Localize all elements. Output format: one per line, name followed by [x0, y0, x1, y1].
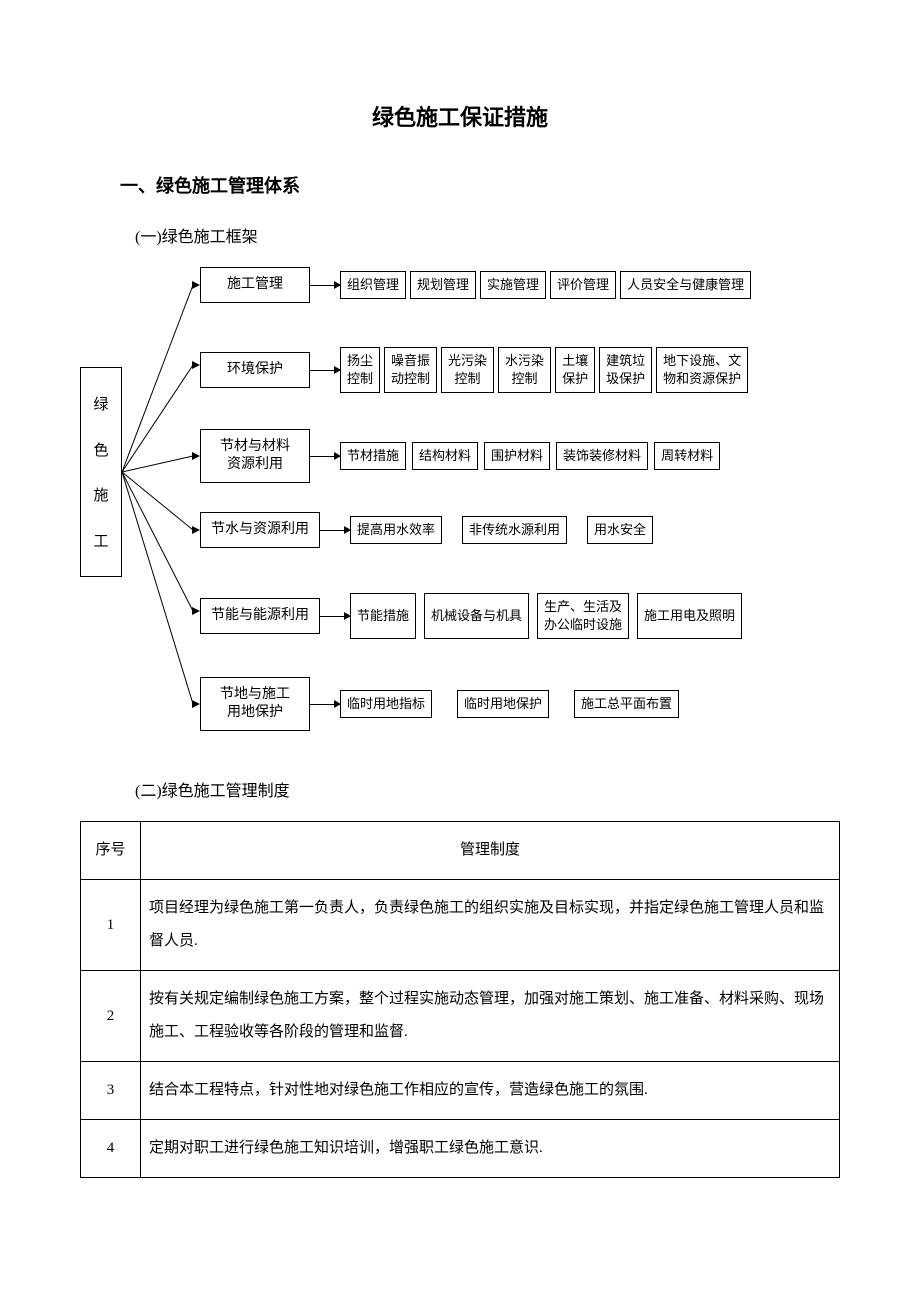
detail-row: 组织管理规划管理实施管理评价管理人员安全与健康管理 [340, 271, 751, 299]
table-row: 3结合本工程特点，针对性地对绿色施工作相应的宣传，营造绿色施工的氛围. [81, 1062, 840, 1120]
table-row: 1项目经理为绿色施工第一负责人，负责绿色施工的组织实施及目标实现，并指定绿色施工… [81, 880, 840, 971]
detail-node: 装饰装修材料 [556, 442, 648, 470]
flow-row: 节能与能源利用节能措施机械设备与机具生产、生活及办公临时设施施工用电及照明 [200, 593, 742, 639]
detail-node: 机械设备与机具 [424, 593, 529, 639]
category-node: 节水与资源利用 [200, 512, 320, 548]
detail-node: 水污染控制 [498, 347, 551, 393]
document-title: 绿色施工保证措施 [80, 100, 840, 132]
flow-row: 施工管理 组织管理规划管理实施管理评价管理人员安全与健康管理 [200, 267, 751, 303]
col-header-index: 序号 [81, 822, 141, 880]
detail-row: 扬尘控制噪音振动控制光污染控制水污染控制土壤保护建筑垃圾保护地下设施、文物和资源… [340, 347, 748, 393]
root-node: 绿色施工 [80, 367, 122, 577]
detail-node: 规划管理 [410, 271, 476, 299]
table-header-row: 序号 管理制度 [81, 822, 840, 880]
category-node: 节材与材料资源利用 [200, 429, 310, 483]
flow-row: 节材与材料资源利用 节材措施结构材料围护材料装饰装修材料周转材料 [200, 429, 720, 483]
detail-node: 临时用地指标 [340, 690, 432, 718]
arrow-icon [320, 616, 350, 617]
arrow-icon [310, 370, 340, 371]
management-system-table: 序号 管理制度 1项目经理为绿色施工第一负责人，负责绿色施工的组织实施及目标实现… [80, 821, 840, 1178]
cell-content: 按有关规定编制绿色施工方案，整个过程实施动态管理，加强对施工策划、施工准备、材料… [141, 971, 840, 1062]
detail-node: 地下设施、文物和资源保护 [656, 347, 748, 393]
detail-node: 临时用地保护 [457, 690, 549, 718]
flow-row: 节水与资源利用 提高用水效率非传统水源利用用水安全 [200, 512, 653, 548]
section-heading-2a: (一)绿色施工框架 [135, 223, 840, 247]
cell-content: 项目经理为绿色施工第一负责人，负责绿色施工的组织实施及目标实现，并指定绿色施工管… [141, 880, 840, 971]
table-row: 4定期对职工进行绿色施工知识培训，增强职工绿色施工意识. [81, 1120, 840, 1178]
detail-row: 临时用地指标临时用地保护施工总平面布置 [340, 690, 679, 718]
detail-node: 施工总平面布置 [574, 690, 679, 718]
root-char: 绿 [93, 393, 108, 414]
detail-node: 非传统水源利用 [462, 516, 567, 544]
detail-node: 人员安全与健康管理 [620, 271, 751, 299]
section-heading-2b: (二)绿色施工管理制度 [135, 777, 840, 801]
col-header-system: 管理制度 [141, 822, 840, 880]
detail-node: 土壤保护 [555, 347, 595, 393]
category-node: 环境保护 [200, 352, 310, 388]
detail-node: 周转材料 [654, 442, 720, 470]
root-char: 施 [93, 484, 108, 505]
detail-node: 围护材料 [484, 442, 550, 470]
category-node: 节地与施工用地保护 [200, 677, 310, 731]
page: 绿色施工保证措施 一、绿色施工管理体系 (一)绿色施工框架 绿色施工 施工管理 组织… [0, 0, 920, 1238]
detail-node: 用水安全 [587, 516, 653, 544]
detail-node: 建筑垃圾保护 [599, 347, 652, 393]
detail-row: 节能措施机械设备与机具生产、生活及办公临时设施施工用电及照明 [350, 593, 742, 639]
category-node: 节能与能源利用 [200, 598, 320, 634]
section-heading-1: 一、绿色施工管理体系 [120, 172, 840, 198]
root-char: 色 [93, 439, 108, 460]
detail-node: 评价管理 [550, 271, 616, 299]
detail-node: 实施管理 [480, 271, 546, 299]
flow-row: 环境保护扬尘控制噪音振动控制光污染控制水污染控制土壤保护建筑垃圾保护地下设施、文… [200, 347, 748, 393]
cell-index: 1 [81, 880, 141, 971]
framework-flowchart: 绿色施工 施工管理 组织管理规划管理实施管理评价管理人员安全与健康管理环境保护扬尘控… [80, 267, 840, 757]
arrow-icon [320, 530, 350, 531]
detail-node: 噪音振动控制 [384, 347, 437, 393]
detail-node: 节能措施 [350, 593, 416, 639]
arrow-icon [310, 285, 340, 286]
flow-row: 节地与施工用地保护 临时用地指标临时用地保护施工总平面布置 [200, 677, 679, 731]
detail-node: 结构材料 [412, 442, 478, 470]
cell-index: 3 [81, 1062, 141, 1120]
detail-node: 提高用水效率 [350, 516, 442, 544]
detail-node: 光污染控制 [441, 347, 494, 393]
detail-row: 节材措施结构材料围护材料装饰装修材料周转材料 [340, 442, 720, 470]
cell-content: 结合本工程特点，针对性地对绿色施工作相应的宣传，营造绿色施工的氛围. [141, 1062, 840, 1120]
cell-content: 定期对职工进行绿色施工知识培训，增强职工绿色施工意识. [141, 1120, 840, 1178]
detail-row: 提高用水效率非传统水源利用用水安全 [350, 516, 653, 544]
detail-node: 扬尘控制 [340, 347, 380, 393]
detail-node: 节材措施 [340, 442, 406, 470]
detail-node: 生产、生活及办公临时设施 [537, 593, 629, 639]
table-row: 2按有关规定编制绿色施工方案，整个过程实施动态管理，加强对施工策划、施工准备、材… [81, 971, 840, 1062]
detail-node: 组织管理 [340, 271, 406, 299]
cell-index: 4 [81, 1120, 141, 1178]
arrow-icon [310, 456, 340, 457]
category-node: 施工管理 [200, 267, 310, 303]
root-char: 工 [93, 530, 108, 551]
cell-index: 2 [81, 971, 141, 1062]
detail-node: 施工用电及照明 [637, 593, 742, 639]
arrow-icon [310, 704, 340, 705]
